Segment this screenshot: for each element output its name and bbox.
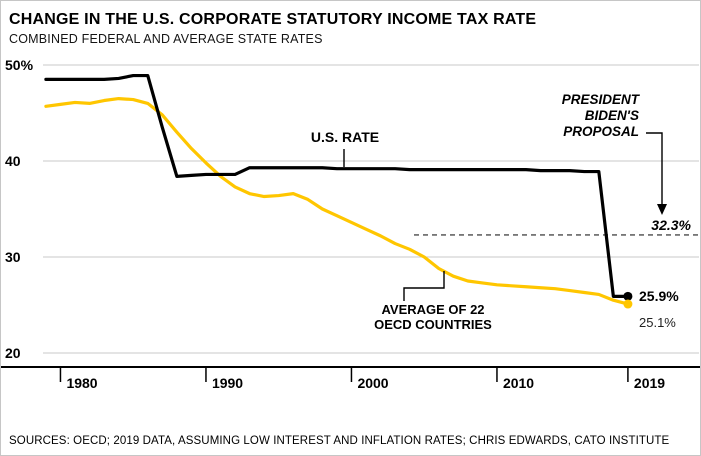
series-line (44, 96, 630, 306)
biden-proposal-label: PRESIDENT BIDEN'S PROPOSAL (561, 92, 639, 139)
x-axis-label: 2010 (503, 375, 534, 391)
y-axis-label: 50% (5, 57, 34, 73)
chart-area: 50% 40 30 20 1980 1990 2000 2010 2019 U.S. RATE … (1, 52, 700, 397)
x-axis-label: 1990 (212, 375, 243, 391)
chart-subtitle: COMBINED FEDERAL AND AVERAGE STATE RATES (9, 32, 323, 46)
series-line (44, 73, 630, 298)
chart-grid-layer: 50% 40 30 20 1980 1990 2000 2010 2019 (1, 57, 700, 391)
oecd-countries-label: AVERAGE OF 22 OECD COUNTRIES (374, 302, 492, 332)
chart-svg: 50% 40 30 20 1980 1990 2000 2010 2019 (1, 57, 700, 391)
y-axis-label: 20 (5, 345, 21, 361)
chart-series-layer (44, 73, 633, 309)
x-axis-label: 1980 (66, 375, 97, 391)
us-rate-label: U.S. RATE (310, 129, 380, 145)
chart-title: CHANGE IN THE U.S. CORPORATE STATUTORY I… (9, 11, 537, 28)
series-end-dot (623, 291, 633, 301)
oecd-end-value-label: 25.1% (639, 315, 676, 330)
proposal-value-label: 32.3% (651, 217, 691, 233)
chart-header: CHANGE IN THE U.S. CORPORATE STATUTORY I… (1, 1, 700, 46)
oecd-pointer-line (403, 271, 445, 301)
biden-arrow-line (646, 132, 663, 204)
x-axis-label: 2019 (634, 375, 665, 391)
annotation-pointer-layer (343, 132, 667, 301)
biden-arrowhead-icon (657, 204, 667, 215)
us-end-value-label: 25.9% (639, 288, 679, 304)
y-axis-label: 30 (5, 249, 21, 265)
sources-note: SOURCES: OECD; 2019 DATA, ASSUMING LOW I… (9, 435, 670, 447)
y-axis-label: 40 (5, 153, 21, 169)
x-axis-label: 2000 (357, 375, 388, 391)
series-end-dot (623, 299, 633, 309)
